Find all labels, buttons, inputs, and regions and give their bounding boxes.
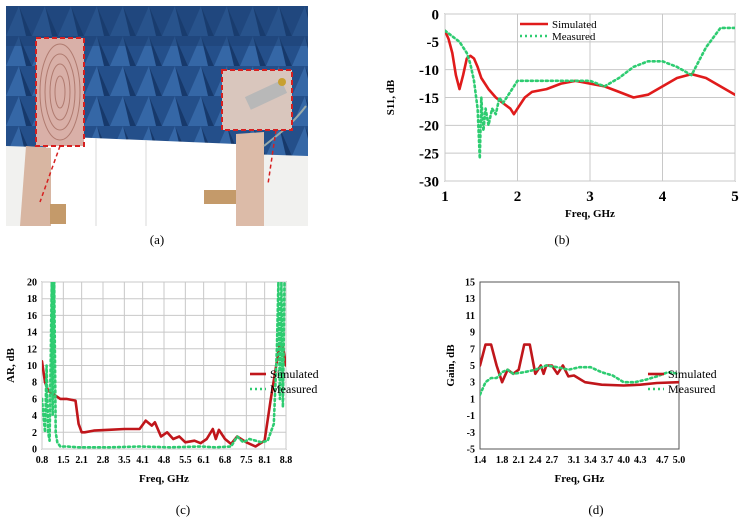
y-tick-label: 5 xyxy=(470,361,475,372)
chart-gain: 15 13 11 9 7 5 3 1 -1 -3 -51.4 1.8 2.1 2.4 2.7 3.1 3.4 3.… xyxy=(445,278,717,486)
legend-label: Measured xyxy=(270,382,317,396)
y-tick-label: -10 xyxy=(419,63,439,79)
x-tick-label: 7.5 xyxy=(240,455,253,466)
series-line-simulated xyxy=(480,343,679,387)
y-axis-label: Gain, dB xyxy=(445,344,457,387)
caption-c: (c) xyxy=(175,502,191,517)
y-tick-label: -25 xyxy=(419,146,439,162)
x-tick-label: 0.8 xyxy=(36,455,49,466)
y-tick-label: 6 xyxy=(32,394,37,405)
x-tick-label: 2.7 xyxy=(546,455,559,466)
y-axis-label: S11, dB xyxy=(385,79,397,115)
y-tick-label: -5 xyxy=(427,35,440,51)
x-tick-label: 3 xyxy=(586,189,594,205)
series-line-measured xyxy=(480,364,679,396)
series-line-simulated xyxy=(42,341,286,448)
spiral-antenna-icon xyxy=(39,43,81,141)
y-tick-label: 2 xyxy=(32,428,37,439)
x-tick-label: 1.5 xyxy=(57,455,70,466)
x-tick-label: 5 xyxy=(731,189,739,205)
y-tick-label: 8 xyxy=(32,378,37,389)
x-tick-label: 2.1 xyxy=(512,455,525,466)
y-tick-label: 0 xyxy=(32,445,37,456)
measurement-photo xyxy=(6,6,308,226)
y-tick-label: 7 xyxy=(470,344,475,355)
x-tick-label: 4.0 xyxy=(617,455,630,466)
anechoic-chamber-illustration xyxy=(6,6,308,226)
legend-label: Simulated xyxy=(668,367,717,381)
caption-d: (d) xyxy=(588,502,604,517)
legend-label: Simulated xyxy=(270,367,319,381)
x-tick-label: 4.1 xyxy=(136,455,149,466)
legend-label: Measured xyxy=(552,31,596,43)
plot-area xyxy=(479,281,680,450)
x-tick-label: 3.4 xyxy=(584,455,597,466)
y-tick-label: 4 xyxy=(32,411,37,422)
x-tick-label: 1.4 xyxy=(474,455,487,466)
series-line-measured xyxy=(445,26,735,160)
x-tick-label: 2.1 xyxy=(75,455,88,466)
y-tick-label: -5 xyxy=(467,445,475,456)
y-tick-label: 0 xyxy=(432,7,440,23)
y-tick-label: 18 xyxy=(27,294,37,305)
y-tick-label: 3 xyxy=(470,378,475,389)
x-tick-label: 3.7 xyxy=(601,455,614,466)
x-tick-label: 3.1 xyxy=(568,455,581,466)
y-tick-label: 9 xyxy=(470,328,475,339)
x-tick-label: 5.5 xyxy=(179,455,192,466)
x-tick-label: 4.3 xyxy=(634,455,647,466)
connector-closeup-icon xyxy=(244,78,288,110)
caption-a: (a) xyxy=(149,232,165,247)
x-tick-label: 4 xyxy=(659,189,667,205)
series-line-measured xyxy=(42,282,286,449)
x-tick-label: 5.0 xyxy=(673,455,686,466)
x-tick-label: 2.4 xyxy=(529,455,542,466)
chart-axial-ratio: 0 2 4 6 8 10 12 14 16 18 20 0.8 1.5 2.1 2.8 3.5 4.1 4.8 5.… xyxy=(5,278,319,486)
caption-b: (b) xyxy=(554,232,570,247)
x-tick-label: 1 xyxy=(441,189,449,205)
x-axis-label: Freq, GHz xyxy=(555,473,605,485)
y-tick-label: 16 xyxy=(27,311,37,322)
y-tick-label: -20 xyxy=(419,119,439,135)
x-tick-label: 1.8 xyxy=(496,455,509,466)
x-axis-label: Freq, GHz xyxy=(565,208,615,220)
y-tick-label: 10 xyxy=(27,361,37,372)
y-tick-label: 1 xyxy=(470,394,475,405)
y-tick-label: 13 xyxy=(465,294,475,305)
legend-label: Measured xyxy=(668,382,715,396)
chart-s11: 0 -5 -10 -15 -20 -25 -301 2 3 4 5 Freq, GHz S11, dB S… xyxy=(385,7,739,220)
x-tick-label: 4.7 xyxy=(656,455,669,466)
y-axis-label: AR, dB xyxy=(5,347,17,383)
x-tick-label: 8.1 xyxy=(258,455,271,466)
y-tick-label: 14 xyxy=(27,328,37,339)
x-tick-label: 2 xyxy=(514,189,522,205)
y-tick-label: -1 xyxy=(467,411,475,422)
legend-label: Simulated xyxy=(552,19,597,31)
x-tick-label: 2.8 xyxy=(97,455,110,466)
x-tick-label: 3.5 xyxy=(118,455,131,466)
y-tick-label: -3 xyxy=(467,428,475,439)
y-tick-label: -30 xyxy=(419,174,439,190)
y-tick-label: 11 xyxy=(466,311,475,322)
series-line-simulated xyxy=(445,29,735,116)
x-axis-label: Freq, GHz xyxy=(139,473,189,485)
x-tick-label: 6.1 xyxy=(197,455,210,466)
y-tick-label: 12 xyxy=(27,344,37,355)
x-tick-label: 4.8 xyxy=(158,455,171,466)
x-tick-label: 6.8 xyxy=(219,455,232,466)
y-tick-label: 20 xyxy=(27,278,37,289)
y-tick-label: -15 xyxy=(419,91,439,107)
y-tick-label: 15 xyxy=(465,278,475,289)
x-tick-label: 8.8 xyxy=(280,455,293,466)
